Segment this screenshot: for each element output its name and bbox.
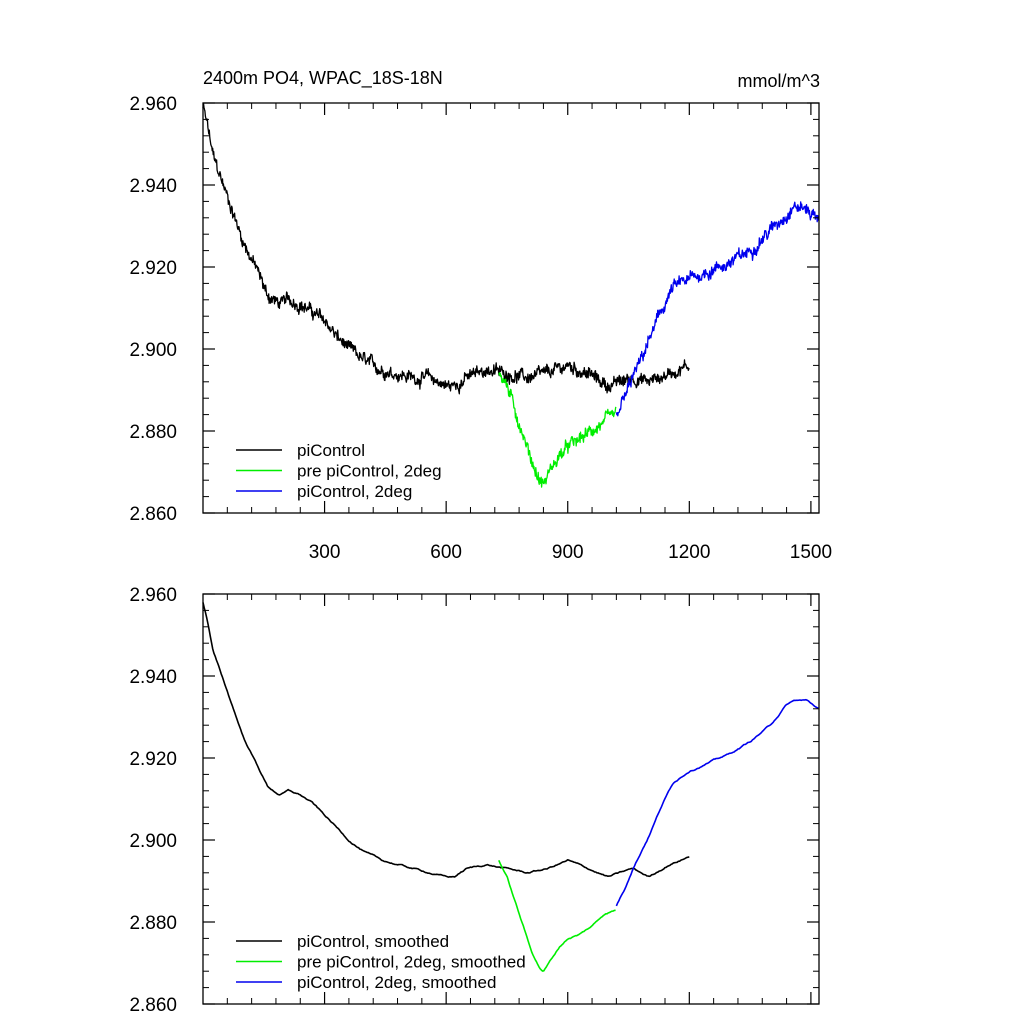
y-tick-label: 2.920: [129, 258, 177, 279]
y-tick-label: 2.940: [129, 176, 177, 197]
top-tick-layer: 2.860 2.880 2.900 2.920 2.940 2.960 300 600 900 1…: [129, 94, 832, 563]
x-tick-label: 1500: [790, 542, 832, 563]
y-tick-label: 2.960: [129, 585, 177, 606]
y-tick-label: 2.900: [129, 340, 177, 361]
y-tick-label: 2.940: [129, 667, 177, 688]
x-tick-label: 900: [552, 542, 584, 563]
bottom-legend: piControl, smoothed pre piControl, 2deg, …: [236, 932, 526, 992]
bottom-tick-layer: 2.860 2.880 2.900 2.920 2.940 2.960: [129, 585, 819, 1016]
legend-label-2: pre piControl, 2deg, smoothed: [297, 953, 526, 972]
series-line-1: [202, 602, 690, 878]
top-plot-frame: [202, 102, 820, 514]
bottom-plot-frame: [202, 593, 820, 1005]
top-chart-panel: 2400m PO4, WPAC_18S-18N mmol/m^3 2.8602.…: [129, 68, 832, 563]
series-line-1: [202, 102, 690, 395]
bottom-chart-panel: 2.860 2.880 2.900 2.920 2.940 2.960 piControl…: [129, 585, 820, 1016]
y-tick-label: 2.920: [129, 749, 177, 770]
y-tick-label: 2.880: [129, 913, 177, 934]
x-tick-label: 600: [430, 542, 462, 563]
series-line-3: [615, 201, 820, 417]
series-line-2: [498, 859, 616, 972]
y-tick-label: 2.860: [129, 995, 177, 1016]
legend-label-3: piControl, 2deg: [297, 482, 412, 501]
chart-units: mmol/m^3: [738, 71, 820, 91]
x-tick-label: 1200: [668, 542, 710, 563]
series-line-3: [615, 698, 819, 907]
y-tick-label: 2.960: [129, 94, 177, 115]
x-tick-label: 300: [309, 542, 341, 563]
legend-label-3: piControl, 2deg, smoothed: [297, 973, 496, 992]
y-tick-label: 2.880: [129, 422, 177, 443]
legend-label-1: piControl, smoothed: [297, 932, 449, 951]
top-series-layer: [202, 102, 820, 488]
legend-label-2: pre piControl, 2deg: [297, 462, 442, 481]
legend-label-1: piControl: [297, 441, 365, 460]
series-line-2: [498, 372, 617, 488]
chart-title: 2400m PO4, WPAC_18S-18N: [203, 68, 443, 89]
y-tick-label: 2.860: [129, 504, 177, 525]
y-tick-label: 2.900: [129, 831, 177, 852]
bottom-series-layer: [202, 602, 819, 972]
